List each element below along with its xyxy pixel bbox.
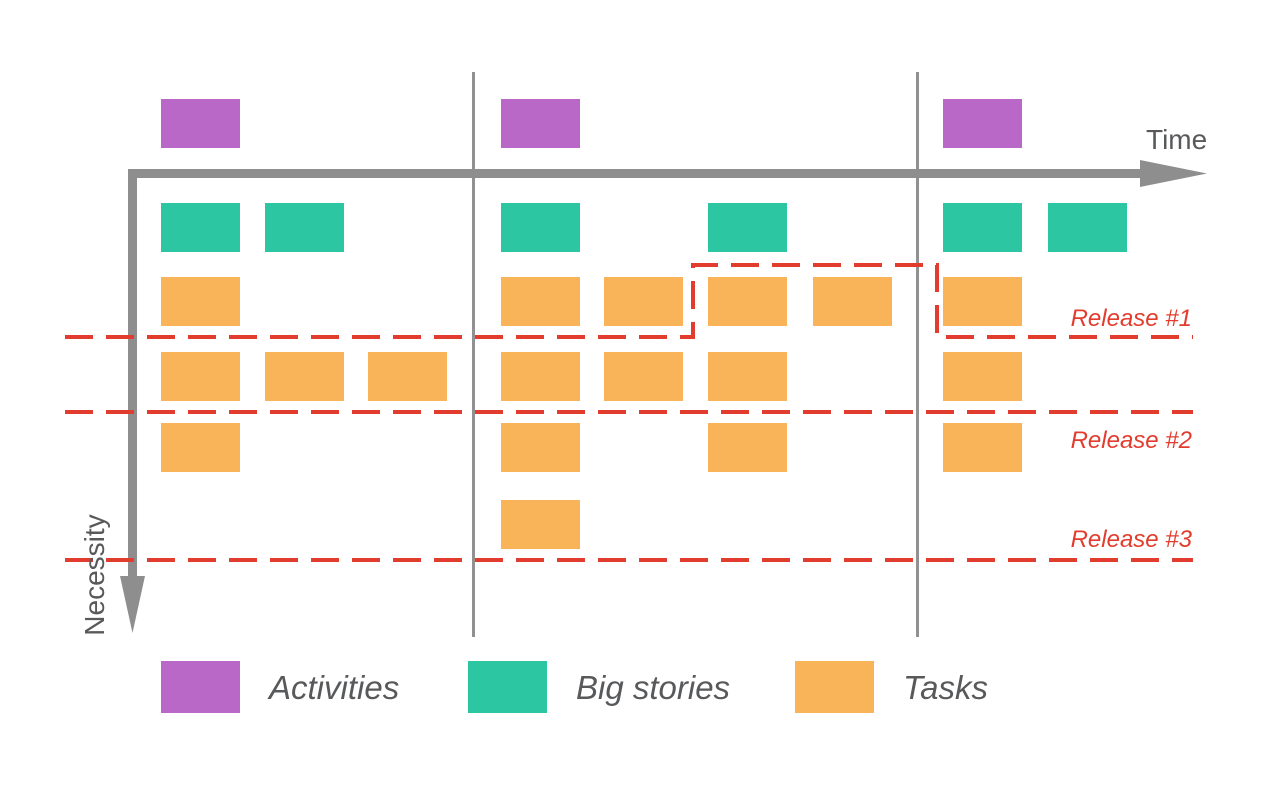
task-card	[813, 277, 892, 326]
task-card	[604, 352, 683, 401]
task-card	[604, 277, 683, 326]
task-card	[161, 277, 240, 326]
task-card	[501, 277, 580, 326]
activity-card	[161, 99, 240, 148]
task-card	[501, 352, 580, 401]
task-card	[708, 352, 787, 401]
task-card	[368, 352, 447, 401]
task-card	[161, 352, 240, 401]
tasks-color-swatch	[795, 661, 874, 713]
task-card	[501, 423, 580, 472]
legend-item-activities: Activities	[161, 661, 399, 713]
story-card	[1048, 203, 1127, 252]
story-card	[161, 203, 240, 252]
time-axis-arrowhead	[1140, 160, 1207, 187]
legend-item-tasks: Tasks	[795, 661, 988, 713]
release-label-3: Release #3	[1070, 526, 1192, 553]
story-card	[501, 203, 580, 252]
task-card	[943, 277, 1022, 326]
task-card	[501, 500, 580, 549]
task-card	[943, 423, 1022, 472]
task-card	[708, 277, 787, 326]
activities-color-swatch	[161, 661, 240, 713]
big-stories-legend-label: Big stories	[576, 668, 731, 706]
legend-item-big-stories: Big stories	[468, 661, 730, 713]
time-axis-label: Time	[1146, 124, 1208, 155]
task-card	[161, 423, 240, 472]
story-card	[708, 203, 787, 252]
activities-legend-label: Activities	[269, 668, 400, 706]
tasks-legend-label: Tasks	[903, 668, 988, 706]
story-card	[943, 203, 1022, 252]
story-card	[265, 203, 344, 252]
task-card	[943, 352, 1022, 401]
release-label-1: Release #1	[1070, 305, 1192, 332]
necessity-axis-arrowhead	[120, 576, 145, 633]
activity-card	[943, 99, 1022, 148]
task-card	[265, 352, 344, 401]
release-line-1	[65, 263, 1193, 339]
release-lines-group	[65, 263, 1193, 562]
task-card	[708, 423, 787, 472]
necessity-axis-label: Necessity	[79, 514, 110, 636]
activity-card	[501, 99, 580, 148]
big-stories-color-swatch	[468, 661, 547, 713]
release-label-2: Release #2	[1070, 427, 1192, 454]
